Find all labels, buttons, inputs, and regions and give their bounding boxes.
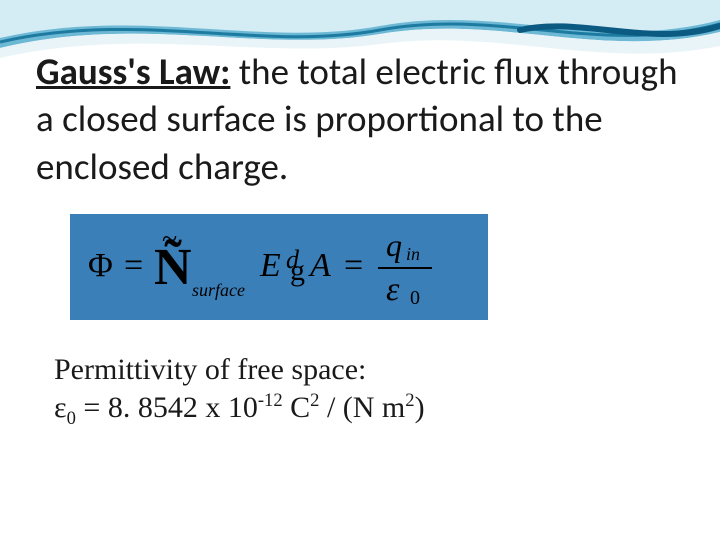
- d-italic: d: [286, 245, 300, 274]
- title-text: Gauss's Law: the total electric flux thr…: [36, 48, 684, 190]
- perm-exp: -12: [258, 390, 283, 411]
- permittivity-line1: Permittivity of free space:: [54, 351, 684, 389]
- perm-epsilon: ε: [54, 391, 67, 424]
- permittivity-line2: ε0 = 8. 8542 x 10-12 C2 / (N m2): [54, 389, 684, 430]
- frac-den: ε: [386, 271, 400, 306]
- title-lead: Gauss's Law:: [36, 49, 230, 94]
- E: E: [259, 247, 281, 284]
- permittivity-block: Permittivity of free space: ε0 = 8. 8542…: [54, 351, 684, 430]
- eq2: =: [344, 247, 363, 284]
- integral-sub: surface: [192, 280, 245, 300]
- A: A: [308, 247, 331, 284]
- equation-svg: Φ = ~ Ñ surface E g d A = q in: [84, 226, 474, 306]
- equation-box: Φ = ~ Ñ surface E g d A = q in: [70, 214, 488, 320]
- perm-u1: C: [283, 391, 311, 424]
- eq1: =: [124, 247, 143, 284]
- frac-num-sub: in: [406, 244, 420, 264]
- integral-glyph: Ñ: [154, 238, 192, 296]
- perm-u2: / (N m: [319, 391, 405, 424]
- perm-sub: 0: [67, 408, 76, 429]
- perm-u3: ): [415, 391, 425, 424]
- phi-symbol: Φ: [88, 247, 113, 284]
- frac-num: q: [386, 227, 402, 263]
- frac-den-sub: 0: [410, 287, 420, 306]
- perm-rest: = 8. 8542 x 10: [76, 391, 258, 424]
- perm-u2exp: 2: [405, 390, 414, 411]
